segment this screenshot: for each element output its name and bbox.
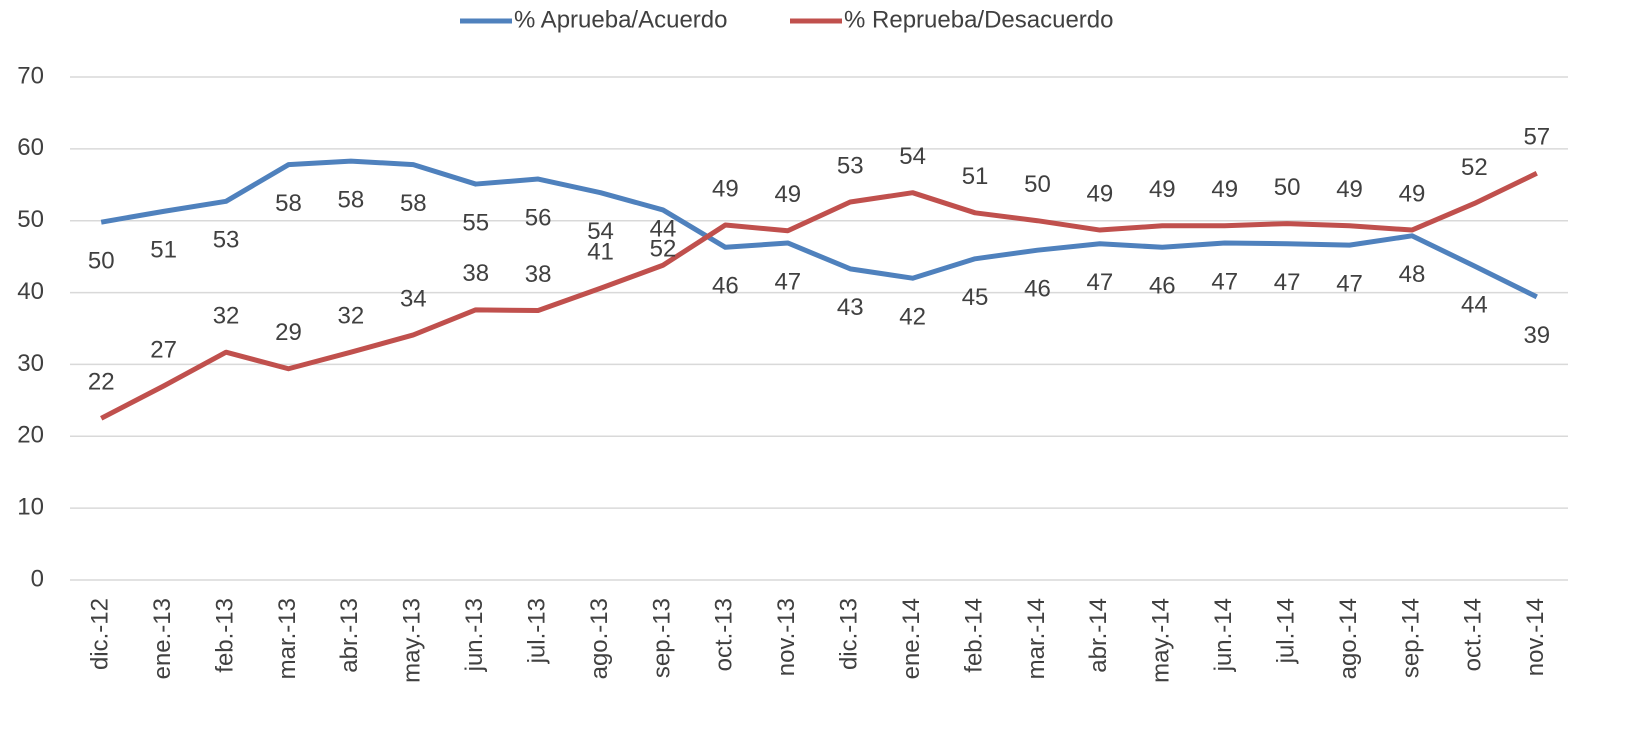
series-line xyxy=(100,171,1538,421)
x-tick-label: jun.-13 xyxy=(461,598,488,672)
data-label: 47 xyxy=(774,268,801,295)
data-label: 49 xyxy=(1211,176,1238,203)
data-label: 27 xyxy=(150,336,177,363)
data-label: 52 xyxy=(650,235,677,262)
data-label: 46 xyxy=(712,273,739,300)
data-label: 43 xyxy=(837,294,864,321)
x-tick-label: jul.-13 xyxy=(523,598,550,664)
data-label: 48 xyxy=(1399,261,1426,288)
x-tick-label: nov.-14 xyxy=(1522,598,1549,676)
data-label: 49 xyxy=(1087,180,1114,207)
data-label: 58 xyxy=(400,190,427,217)
x-tick-label: dic.-12 xyxy=(87,598,114,670)
x-tick-label: feb.-13 xyxy=(211,598,238,673)
y-tick-label: 60 xyxy=(17,134,44,161)
data-label: 49 xyxy=(774,181,801,208)
data-label: 44 xyxy=(650,216,677,243)
data-label: 45 xyxy=(962,284,989,311)
data-label: 42 xyxy=(899,304,926,331)
data-label: 56 xyxy=(525,204,552,231)
x-tick-label: mar.-13 xyxy=(274,598,301,679)
x-tick-label: may.-14 xyxy=(1148,598,1175,683)
x-tick-label: ene.-14 xyxy=(898,598,925,679)
x-tick-label: may.-13 xyxy=(399,598,426,683)
data-label: 38 xyxy=(525,261,552,288)
data-label: 41 xyxy=(587,239,614,266)
data-label: 44 xyxy=(1461,291,1488,318)
data-label: 57 xyxy=(1523,124,1550,151)
data-label: 34 xyxy=(400,285,427,312)
data-label: 58 xyxy=(275,190,302,217)
data-label: 39 xyxy=(1523,322,1550,349)
x-tick-label: oct.-14 xyxy=(1460,598,1487,671)
data-label: 53 xyxy=(837,152,864,179)
x-tick-label: sep.-14 xyxy=(1397,598,1424,678)
data-label: 53 xyxy=(213,227,240,254)
x-tick-label: ago.-13 xyxy=(586,598,613,679)
data-label: 51 xyxy=(150,237,177,264)
x-tick-label: nov.-13 xyxy=(773,598,800,676)
x-tick-label: dic.-13 xyxy=(836,598,863,670)
y-tick-label: 0 xyxy=(31,565,44,592)
data-label: 54 xyxy=(899,143,926,170)
y-tick-label: 40 xyxy=(17,278,44,305)
data-label: 49 xyxy=(1336,176,1363,203)
data-label: 55 xyxy=(462,209,489,236)
data-label: 49 xyxy=(712,175,739,202)
data-label: 38 xyxy=(462,260,489,287)
x-tick-label: ago.-14 xyxy=(1335,598,1362,679)
data-label: 46 xyxy=(1149,273,1176,300)
data-label: 54 xyxy=(587,218,614,245)
data-label: 50 xyxy=(1274,174,1301,201)
data-label: 46 xyxy=(1024,276,1051,303)
series-line xyxy=(100,158,1538,300)
data-label: 50 xyxy=(1024,171,1051,198)
data-label: 47 xyxy=(1274,269,1301,296)
y-tick-label: 10 xyxy=(17,493,44,520)
data-label: 52 xyxy=(1461,154,1488,181)
y-tick-label: 50 xyxy=(17,206,44,233)
data-label: 49 xyxy=(1149,176,1176,203)
y-tick-label: 70 xyxy=(17,62,44,89)
data-label: 47 xyxy=(1087,269,1114,296)
data-label: 50 xyxy=(88,247,115,274)
data-label: 51 xyxy=(962,163,989,190)
data-label: 58 xyxy=(338,186,365,213)
data-label: 22 xyxy=(88,369,115,396)
legend-label: % Reprueba/Desacuerdo xyxy=(844,6,1114,33)
data-label: 49 xyxy=(1399,180,1426,207)
y-tick-label: 20 xyxy=(17,422,44,449)
x-tick-label: ene.-13 xyxy=(149,598,176,679)
x-tick-label: feb.-14 xyxy=(960,598,987,673)
data-label: 47 xyxy=(1211,268,1238,295)
x-tick-label: abr.-14 xyxy=(1085,598,1112,673)
legend-label: % Aprueba/Acuerdo xyxy=(514,6,727,33)
data-label: 29 xyxy=(275,319,302,346)
y-tick-label: 30 xyxy=(17,350,44,377)
data-label: 32 xyxy=(213,303,240,330)
x-tick-label: mar.-14 xyxy=(1023,598,1050,679)
x-tick-label: oct.-13 xyxy=(711,598,738,671)
x-tick-label: sep.-13 xyxy=(648,598,675,678)
data-label: 47 xyxy=(1336,270,1363,297)
x-tick-label: abr.-13 xyxy=(336,598,363,673)
data-label: 32 xyxy=(338,303,365,330)
x-tick-label: jul.-14 xyxy=(1272,598,1299,664)
x-tick-label: jun.-14 xyxy=(1210,598,1237,672)
